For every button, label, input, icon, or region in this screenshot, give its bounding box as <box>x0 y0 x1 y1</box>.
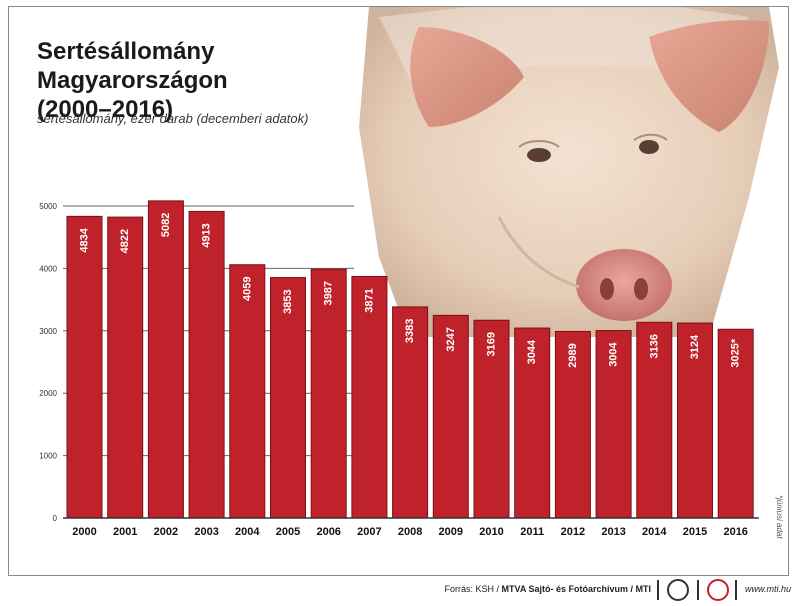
data-label: 2989 <box>567 343 579 367</box>
data-label: 4834 <box>79 227 91 252</box>
bar <box>270 277 306 519</box>
data-label: 5082 <box>160 213 172 237</box>
x-tick-label: 2000 <box>72 526 96 538</box>
x-tick-label: 2002 <box>154 526 178 538</box>
data-label: 4059 <box>241 276 253 300</box>
y-tick-label: 1000 <box>39 452 57 461</box>
data-label: 4913 <box>201 223 213 247</box>
bar <box>147 200 184 519</box>
website-link[interactable]: www.mti.hu <box>744 584 791 594</box>
bar <box>229 264 266 519</box>
x-tick-label: 2009 <box>439 526 463 538</box>
x-tick-label: 2013 <box>601 526 625 538</box>
source-prefix: Forrás: KSH / <box>444 584 502 594</box>
x-tick-label: 2014 <box>642 526 667 538</box>
y-tick-label: 4000 <box>39 264 57 273</box>
chart-title: Sertésállomány Magyarországon (2000–2016… <box>37 38 228 123</box>
data-label: 3124 <box>689 334 701 359</box>
data-label: 3025* <box>730 338 742 367</box>
x-tick-label: 2010 <box>479 526 503 538</box>
mtva-logo-icon <box>667 579 689 601</box>
data-label: 3044 <box>526 339 538 364</box>
x-tick-label: 2006 <box>316 526 340 538</box>
x-tick-label: 2001 <box>113 526 137 538</box>
chart-subtitle: sertésállomány, ezer darab (decemberi ad… <box>37 111 309 126</box>
data-label: 3383 <box>404 319 416 343</box>
bar <box>432 314 469 519</box>
bar <box>514 327 551 519</box>
x-tick-label: 2012 <box>561 526 585 538</box>
data-label: 3136 <box>648 334 660 358</box>
bar <box>107 216 144 519</box>
x-tick-label: 2007 <box>357 526 381 538</box>
bar <box>717 328 754 519</box>
bar <box>554 330 591 519</box>
data-label: 3004 <box>608 341 620 366</box>
pig-photo <box>359 7 779 337</box>
bar <box>473 319 510 519</box>
bar <box>351 275 388 519</box>
y-tick-label: 2000 <box>39 389 57 398</box>
data-label: 3247 <box>445 327 457 351</box>
separator <box>697 580 699 600</box>
separator <box>735 580 737 600</box>
bar <box>677 322 713 519</box>
bar <box>636 321 673 519</box>
data-label: 3871 <box>363 288 375 312</box>
data-label: 3169 <box>486 332 498 356</box>
x-tick-label: 2005 <box>276 526 300 538</box>
x-tick-label: 2008 <box>398 526 422 538</box>
y-tick-label: 0 <box>53 514 58 523</box>
source-agency: MTVA Sajtó- és Fotóarchívum / MTI <box>501 584 651 594</box>
mti-logo-icon <box>707 579 729 601</box>
x-tick-label: 2015 <box>683 526 707 538</box>
footer: Forrás: KSH / MTVA Sajtó- és Fotóarchívu… <box>0 574 799 606</box>
x-tick-label: 2003 <box>194 526 218 538</box>
source-credit: Forrás: KSH / MTVA Sajtó- és Fotóarchívu… <box>444 584 651 594</box>
bar <box>66 215 103 519</box>
y-tick-label: 3000 <box>39 327 57 336</box>
data-label: 3987 <box>323 281 335 305</box>
bar-chart: 0 1000 2000 3000 4000 5000 4834 2000 4822 2001 508… <box>39 200 759 538</box>
x-tick-label: 2016 <box>723 526 747 538</box>
footnote: *júniusi adat <box>775 495 784 539</box>
data-label: 4822 <box>119 229 131 253</box>
y-tick-label: 5000 <box>39 202 57 211</box>
data-label: 3853 <box>282 289 294 313</box>
x-tick-label: 2011 <box>520 526 544 538</box>
bar <box>595 330 632 519</box>
bar <box>310 268 347 519</box>
bar <box>188 210 225 519</box>
x-tick-label: 2004 <box>235 526 260 538</box>
infographic-frame: Sertésállomány Magyarországon (2000–2016… <box>8 6 789 576</box>
separator <box>657 580 659 600</box>
